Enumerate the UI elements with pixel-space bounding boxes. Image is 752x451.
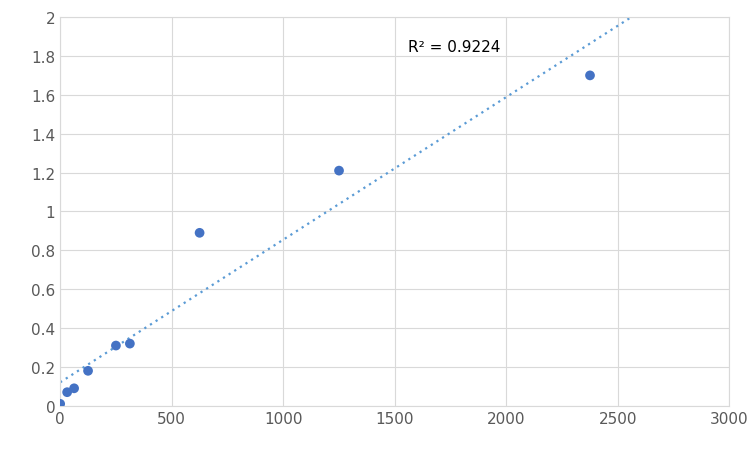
Point [61,389,73,396]
Point [193,230,205,237]
Point [333,168,345,175]
Point [68,385,80,392]
Point [584,73,596,80]
Point [124,340,136,347]
Point [54,400,66,408]
Point [82,368,94,375]
Text: R² = 0.9224: R² = 0.9224 [408,40,501,55]
Point [110,342,122,350]
